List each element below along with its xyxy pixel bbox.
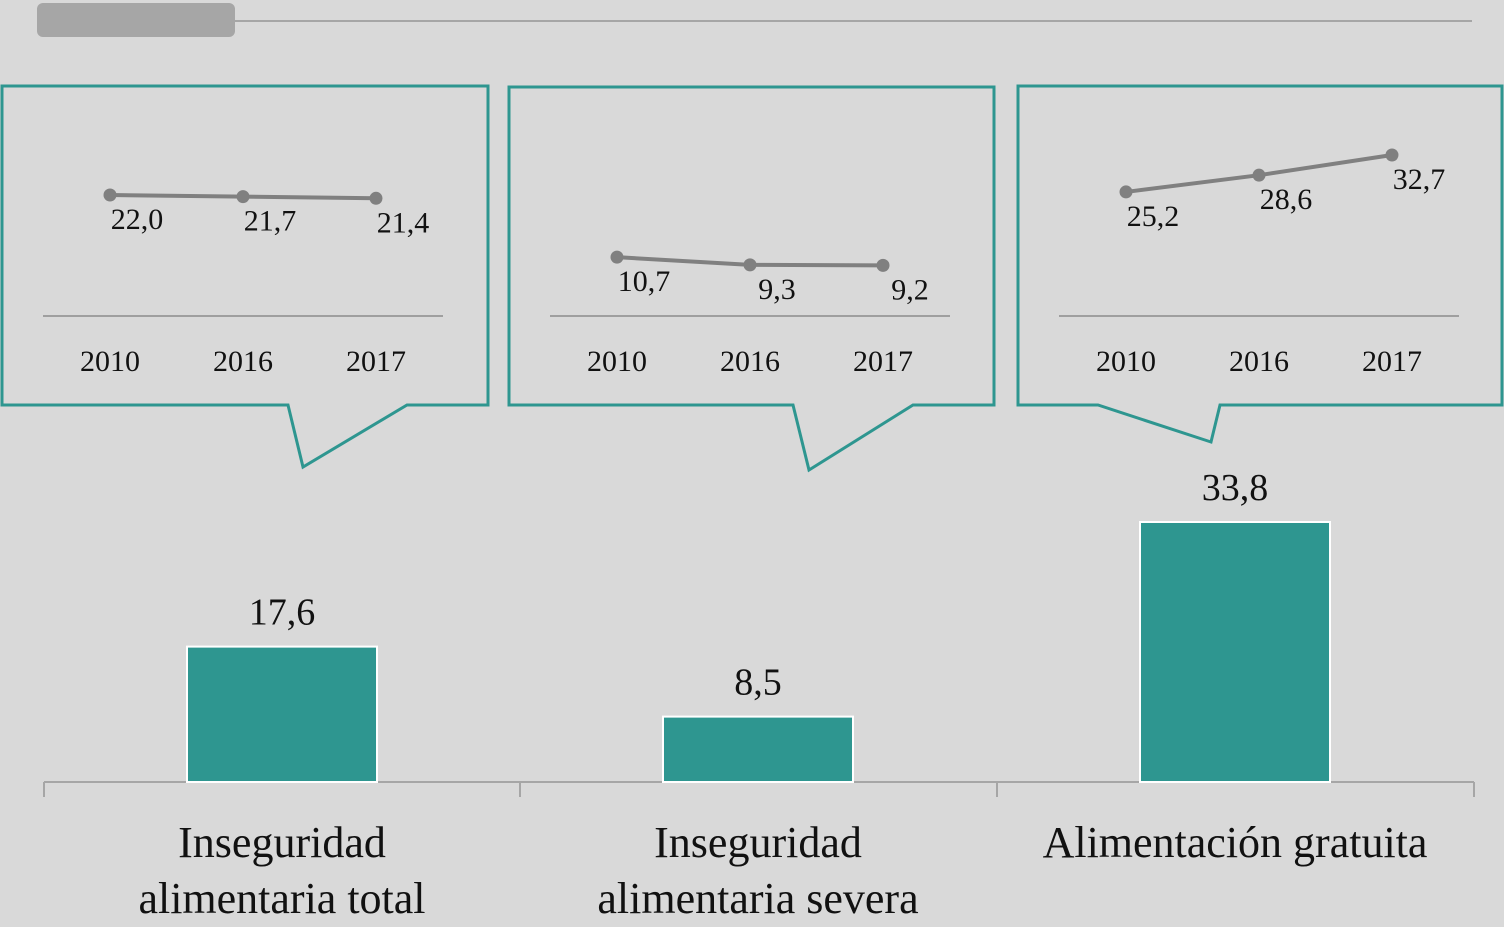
callout-box: [1016, 84, 1504, 444]
x-tick-label: 2010: [1096, 345, 1156, 378]
point: [876, 258, 890, 272]
category-label: Alimentación gratuita: [1042, 818, 1428, 867]
value-label: 25,2: [1127, 200, 1180, 233]
bar: [662, 715, 854, 783]
x-tick-label: 2010: [80, 345, 140, 378]
value-label: 21,4: [377, 206, 430, 239]
point: [1119, 185, 1133, 199]
value-label: 8,5: [734, 662, 782, 704]
value-label: 33,8: [1202, 467, 1269, 509]
x-tick-label: 2010: [587, 345, 647, 378]
value-label: 10,7: [618, 265, 671, 298]
value-label: 32,7: [1393, 163, 1446, 196]
x-tick-label: 2016: [1229, 345, 1289, 378]
value-label: 17,6: [249, 592, 316, 634]
top-tab: [37, 3, 235, 37]
category-label: Inseguridad alimentaria total: [138, 818, 426, 923]
value-label: 21,7: [244, 205, 297, 238]
value-label: 9,2: [891, 273, 929, 306]
point: [236, 190, 250, 204]
point: [1385, 148, 1399, 162]
point: [103, 188, 117, 202]
callout-box: [507, 85, 996, 473]
callout-box: [0, 84, 490, 470]
bar: [186, 645, 378, 783]
point: [369, 191, 383, 205]
x-tick-label: 2017: [1362, 345, 1422, 378]
x-tick-label: 2017: [346, 345, 406, 378]
category-label: Inseguridad alimentaria severa: [597, 818, 919, 923]
x-tick-label: 2016: [720, 345, 780, 378]
value-label: 22,0: [111, 203, 164, 236]
point: [610, 250, 624, 264]
point: [743, 258, 757, 272]
point: [1252, 168, 1266, 182]
x-tick-label: 2017: [853, 345, 913, 378]
x-tick-label: 2016: [213, 345, 273, 378]
value-label: 9,3: [758, 273, 796, 306]
bar: [1139, 521, 1331, 783]
value-label: 28,6: [1260, 183, 1313, 216]
